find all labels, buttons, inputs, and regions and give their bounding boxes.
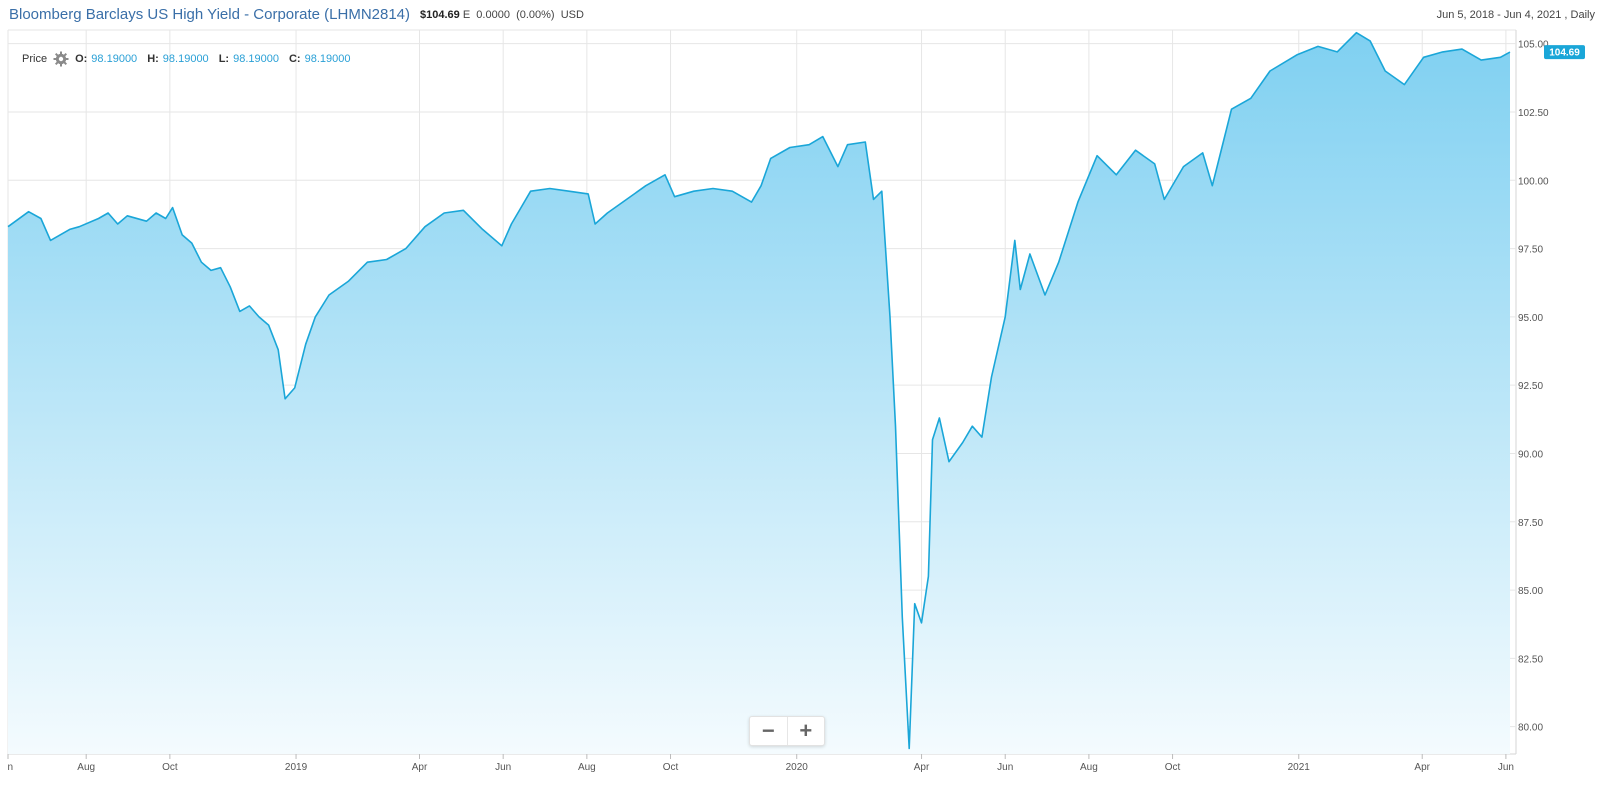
y-tick-label: 95.00 <box>1518 313 1543 324</box>
y-tick-label: 82.50 <box>1518 654 1543 665</box>
open-label: O: <box>75 53 88 65</box>
x-tick-label: Aug <box>1080 762 1098 773</box>
x-tick-label: Apr <box>914 762 930 773</box>
x-tick-label: Aug <box>77 762 95 773</box>
series-label: Price <box>22 53 48 65</box>
price-change-pct: (0.00%) <box>516 9 555 21</box>
y-tick-label: 97.50 <box>1518 245 1543 256</box>
x-tick-label: Jun <box>1498 762 1514 773</box>
chart-header: Bloomberg Barclays US High Yield - Corpo… <box>0 0 1599 30</box>
x-tick-label: Oct <box>162 762 178 773</box>
high-value: 98.19000 <box>162 53 209 65</box>
y-tick-label: 90.00 <box>1518 449 1543 460</box>
chart-title: Bloomberg Barclays US High Yield - Corpo… <box>9 6 410 23</box>
y-tick-label: 100.00 <box>1518 176 1549 187</box>
x-tick-label: Apr <box>1414 762 1430 773</box>
y-tick-label: 80.00 <box>1518 723 1543 734</box>
price-line <box>7 31 1511 750</box>
x-tick-label: Apr <box>412 762 428 773</box>
y-tick-label: 87.50 <box>1518 518 1543 529</box>
price-flag: E <box>462 9 471 21</box>
low-label: L: <box>218 53 230 65</box>
x-tick-label: Oct <box>1165 762 1181 773</box>
low-value: 98.19000 <box>233 53 279 65</box>
zoom-controls: − + <box>749 716 825 746</box>
gear-icon[interactable] <box>53 51 69 67</box>
index-ticker: (LHMN2814) <box>324 6 411 23</box>
x-axis: n Aug Oct 2019 Apr Jun Aug Oct 2020 Apr Jun Aug Oct 2… <box>7 754 1514 773</box>
close-label: C: <box>288 53 301 65</box>
open-value: 98.19000 <box>91 53 138 65</box>
last-value-badge: 104.69 <box>1544 45 1585 60</box>
y-tick-label: 85.00 <box>1518 586 1543 597</box>
x-tick-label: Jun <box>997 762 1013 773</box>
x-tick-label: Aug <box>578 762 596 773</box>
price-quote: $104.69 E 0.0000 (0.00%) USD <box>420 9 584 21</box>
x-tick-label: Jun <box>495 762 511 773</box>
x-tick-label: 2020 <box>786 762 809 773</box>
currency: USD <box>560 9 584 21</box>
last-value-text: 104.69 <box>1549 48 1580 59</box>
y-tick-label: 105.00 <box>1518 40 1549 51</box>
x-tick-label: n <box>7 762 13 773</box>
zoom-out-button[interactable]: − <box>750 717 788 745</box>
y-tick-label: 92.50 <box>1518 381 1543 392</box>
price-area <box>8 32 1510 754</box>
y-axis: 80.00 82.50 85.00 87.50 90.00 92.50 95.00 97.50… <box>1518 40 1549 734</box>
date-range: Jun 5, 2018 - Jun 4, 2021 , Daily <box>1436 9 1595 21</box>
price-change: 0.0000 <box>476 9 510 21</box>
index-name: Bloomberg Barclays US High Yield - Corpo… <box>9 6 320 23</box>
y-tick-label: 102.50 <box>1518 108 1549 119</box>
high-label: H: <box>147 53 159 65</box>
x-tick-label: 2019 <box>285 762 308 773</box>
ohlc-legend: Price O: 98.19000 H: 98.19000 L: 98.1900… <box>22 51 356 67</box>
x-tick-label: Oct <box>663 762 679 773</box>
zoom-in-button[interactable]: + <box>799 718 813 743</box>
close-value: 98.19000 <box>304 53 351 65</box>
x-tick-label: 2021 <box>1288 762 1311 773</box>
last-price: $104.69 <box>420 9 460 21</box>
